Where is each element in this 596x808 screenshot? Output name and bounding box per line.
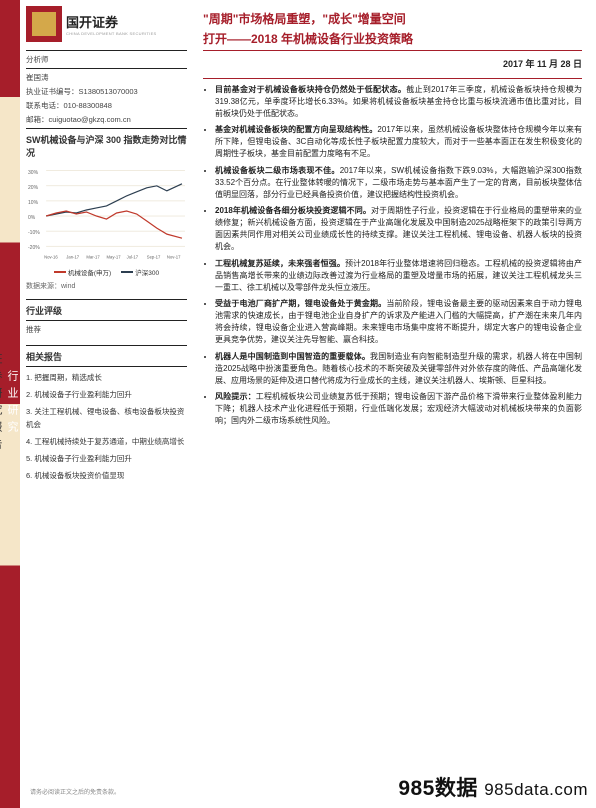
- bullet-list: 目前基金对于机械设备板块持仓仍然处于低配状态。截止到2017年三季度，机械设备板…: [203, 84, 582, 428]
- svg-text:20%: 20%: [28, 185, 39, 191]
- series-machinery: [46, 211, 182, 238]
- left-column: 国开证券 CHINA DEVELOPMENT BANK SECURITIES 分…: [20, 0, 195, 808]
- chart-legend: 机械设备(申万) 沪深300: [26, 267, 187, 277]
- report-date: 2017 年 11 月 28 日: [203, 57, 582, 70]
- related-list: 1. 把握周期，精选成长 2. 机械设备子行业盈利能力回升 3. 关注工程机械、…: [26, 371, 187, 483]
- ribbon-text-2: 证券研究报告: [0, 353, 4, 455]
- chart-title: SW机械设备与沪深 300 指数走势对比情况: [26, 133, 187, 159]
- svg-text:Nov-16: Nov-16: [44, 254, 58, 259]
- logo: 国开证券 CHINA DEVELOPMENT BANK SECURITIES: [26, 6, 187, 42]
- bullet: 基金对机械设备板块的配置方向呈现结构性。2017年以来，虽然机械设备板块整体持仓…: [215, 124, 582, 160]
- svg-text:Nov-17: Nov-17: [167, 254, 181, 259]
- analyst-mail: 邮箱：cuiguotao@gkzq.com.cn: [26, 114, 187, 125]
- report-title-1: "周期"市场格局重塑，"成长"增量空间: [203, 10, 582, 28]
- logo-icon: [26, 6, 62, 42]
- watermark: 985数据 985data.com: [398, 772, 588, 802]
- svg-text:-10%: -10%: [28, 230, 40, 236]
- rating-value: 推荐: [26, 324, 187, 335]
- svg-text:0%: 0%: [28, 215, 36, 221]
- ribbon-text-1: 行业研究: [4, 370, 20, 438]
- disclaimer: 请务必阅读正文之后的免责条款。: [30, 787, 120, 796]
- rating-header: 行业评级: [26, 304, 187, 317]
- related-item: 2. 机械设备子行业盈利能力回升: [26, 388, 187, 402]
- svg-text:10%: 10%: [28, 200, 39, 206]
- report-title-2: 打开——2018 年机械设备行业投资策略: [203, 30, 582, 48]
- bullet: 机械设备板块二级市场表现不佳。2017年以来，SW机械设备指数下跌9.03%，大…: [215, 165, 582, 201]
- right-column: "周期"市场格局重塑，"成长"增量空间 打开——2018 年机械设备行业投资策略…: [195, 0, 596, 808]
- analyst-cert: 执业证书编号：S1380513070003: [26, 86, 187, 97]
- bullet: 工程机械复苏延续，未来强者恒强。预计2018年行业整体增速将回归稳态。工程机械的…: [215, 258, 582, 294]
- svg-text:-20%: -20%: [28, 245, 40, 251]
- data-source: 数据来源：wind: [26, 281, 187, 291]
- related-item: 5. 机械设备子行业盈利能力回升: [26, 452, 187, 466]
- analyst-label: 分析师: [26, 54, 187, 65]
- bullet: 2018年机械设备各细分板块投资逻辑不同。对于周期性子行业，投资逻辑在于行业格局…: [215, 205, 582, 253]
- svg-text:Jan-17: Jan-17: [66, 254, 80, 259]
- logo-sub: CHINA DEVELOPMENT BANK SECURITIES: [66, 31, 157, 36]
- svg-text:30%: 30%: [28, 170, 39, 176]
- analyst-name: 崔国涛: [26, 72, 187, 83]
- logo-name: 国开证券: [66, 12, 157, 31]
- bullet: 风险提示：工程机械板块公司业绩复苏低于预期；锂电设备因下游产品价格下滑带来行业整…: [215, 391, 582, 427]
- related-item: 6. 机械设备板块投资价值显现: [26, 469, 187, 483]
- related-item: 4. 工程机械持续处于复苏通道，中期业绩高增长: [26, 435, 187, 449]
- bullet: 机器人是中国制造到中国智造的重要载体。我国制造业有向智能制造型升级的需求，机器人…: [215, 351, 582, 387]
- related-item: 3. 关注工程机械、锂电设备、核电设备板块投资机会: [26, 405, 187, 432]
- svg-text:Jul-17: Jul-17: [127, 254, 139, 259]
- side-ribbon: 行业研究 证券研究报告 行业策略报告: [0, 0, 20, 808]
- related-header: 相关报告: [26, 350, 187, 363]
- svg-text:Sep-17: Sep-17: [147, 254, 161, 259]
- svg-text:Mar-17: Mar-17: [86, 254, 100, 259]
- related-item: 1. 把握周期，精选成长: [26, 371, 187, 385]
- bullet: 受益于电池厂商扩产期，锂电设备处于黄金期。当前阶段，锂电设备最主要的驱动因素来自…: [215, 298, 582, 346]
- bullet: 目前基金对于机械设备板块持仓仍然处于低配状态。截止到2017年三季度，机械设备板…: [215, 84, 582, 120]
- comparison-chart: 30%20%10% 0%-10%-20% Nov-16Jan-17Mar-17 …: [26, 161, 187, 266]
- svg-text:May-17: May-17: [107, 254, 122, 259]
- analyst-tel: 联系电话：010-88300848: [26, 100, 187, 111]
